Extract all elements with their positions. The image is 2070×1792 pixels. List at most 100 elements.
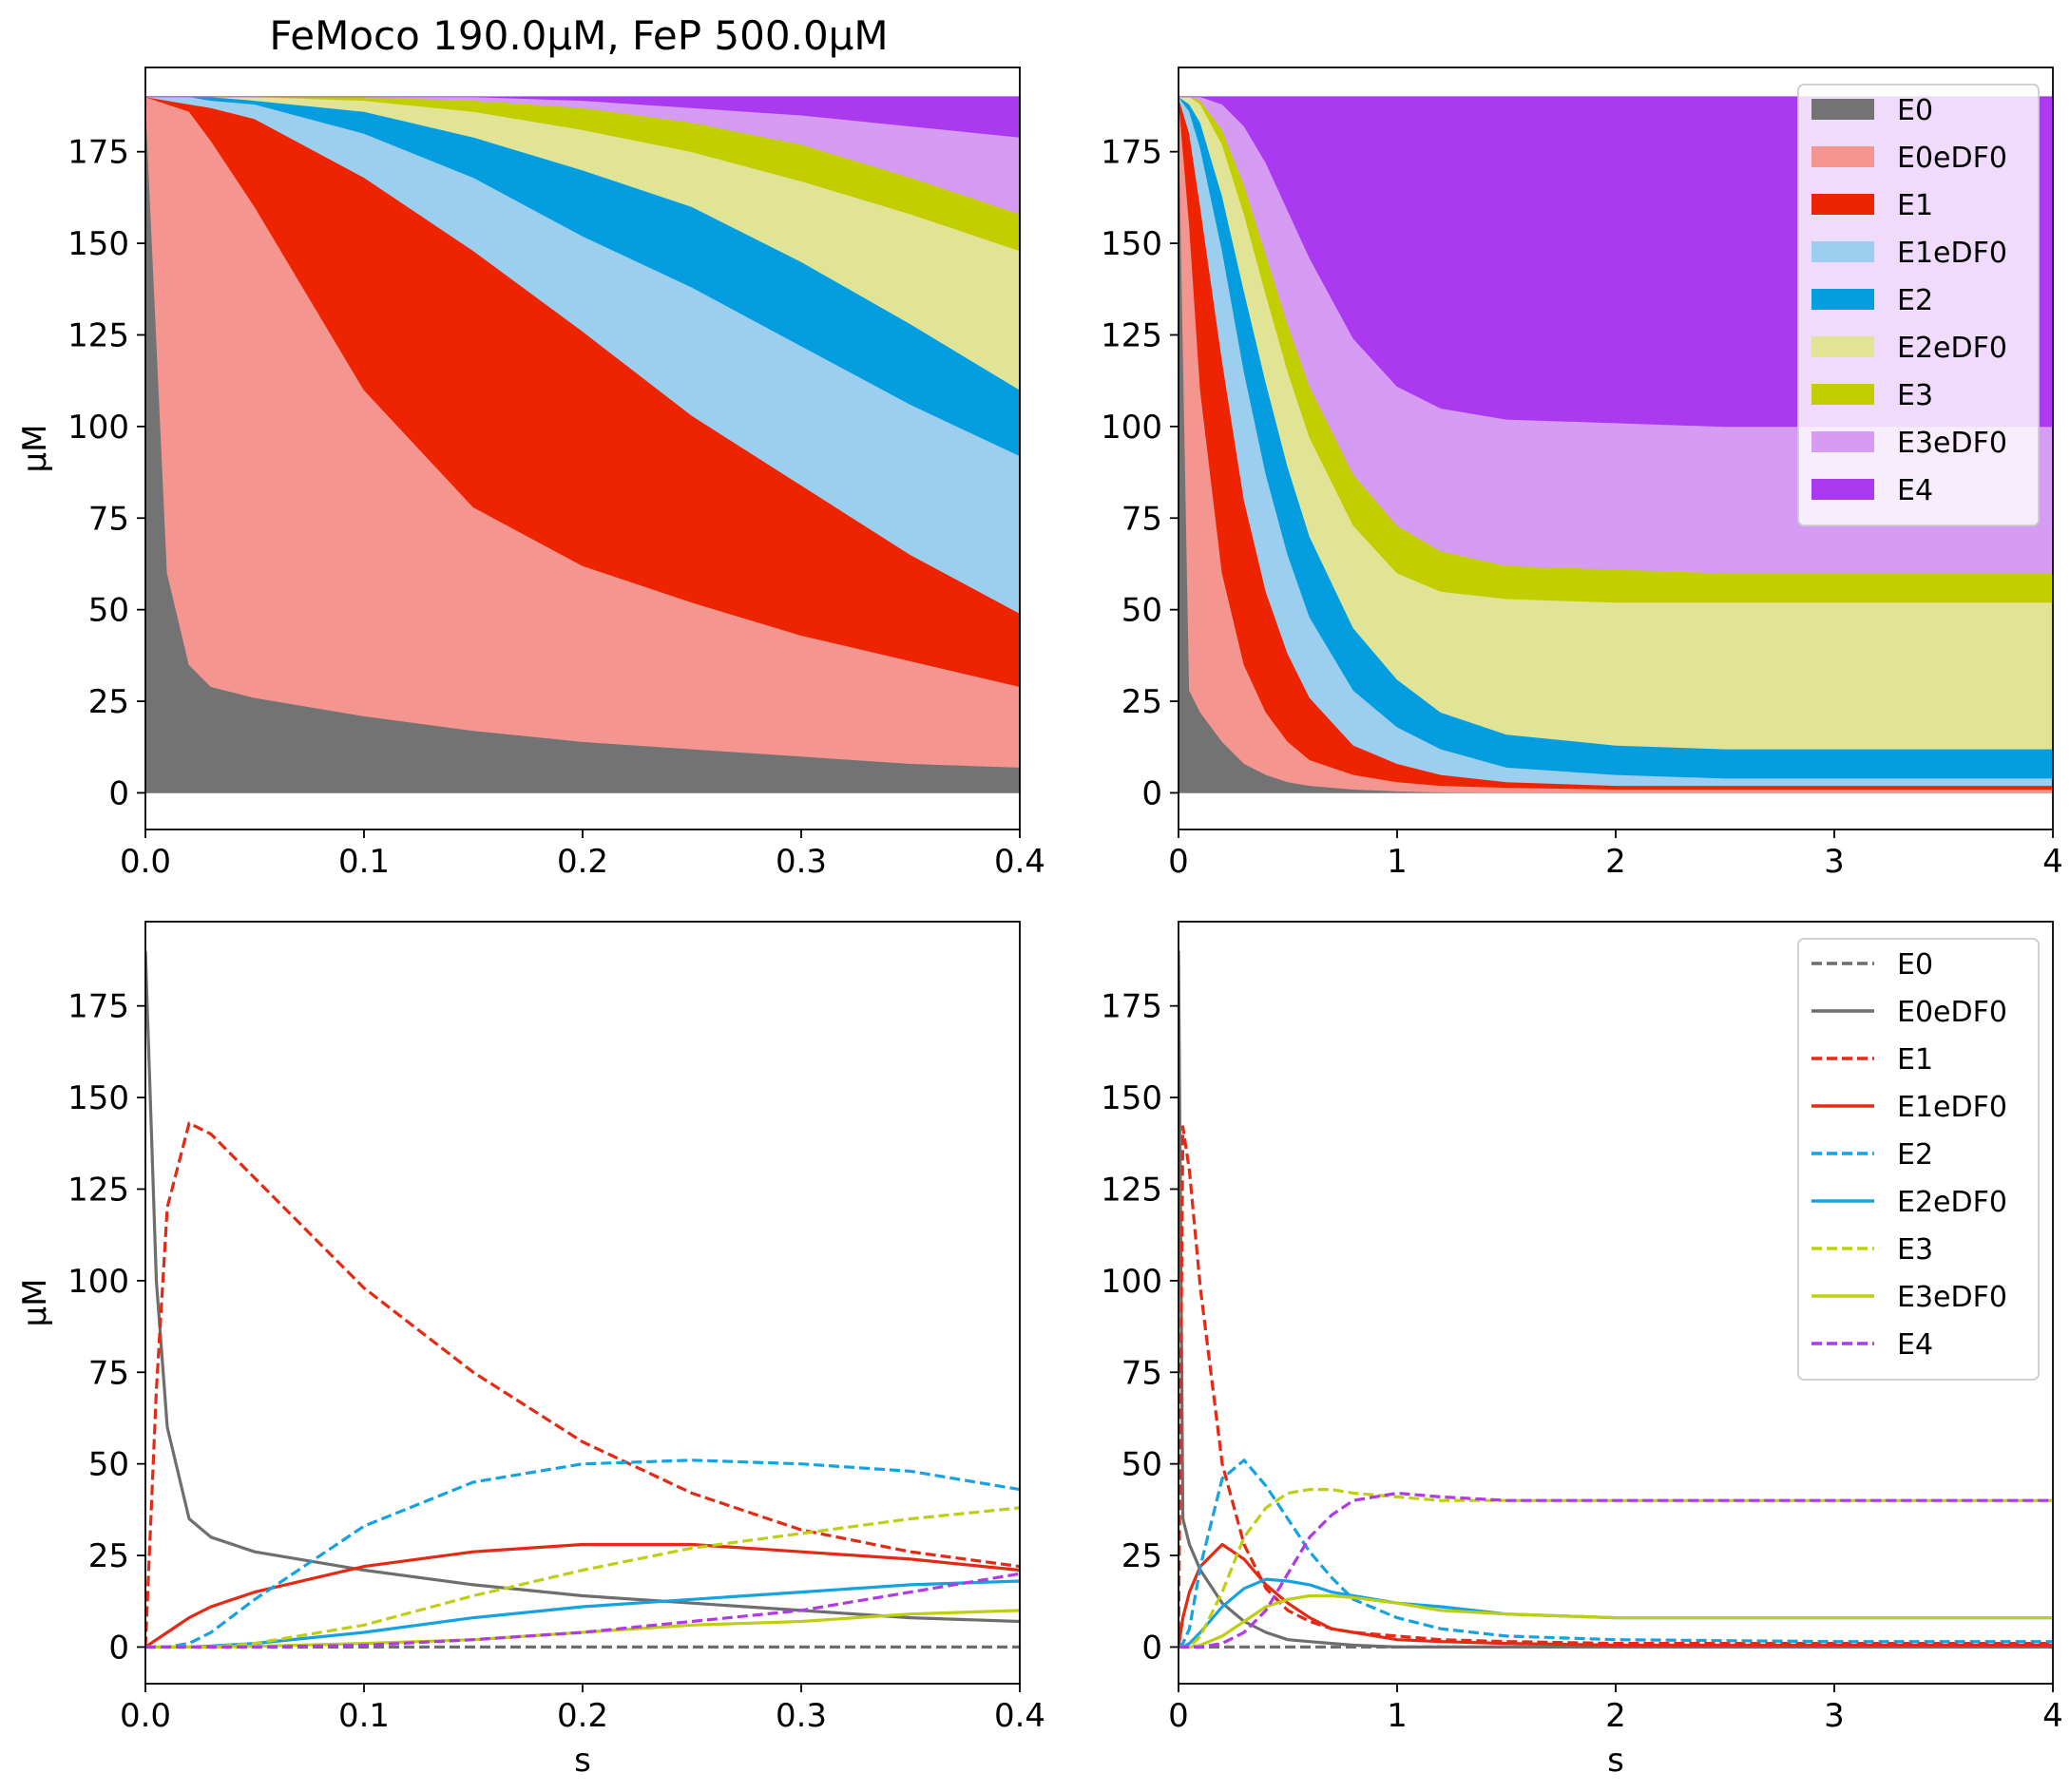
y-tick-label: 175 — [1101, 134, 1162, 172]
legend-label-E4: E4 — [1897, 1328, 1933, 1362]
line-E1 — [1179, 1125, 2053, 1648]
y-tick-label: 25 — [88, 1537, 129, 1575]
legend-label-E2: E2 — [1897, 284, 1933, 317]
y-tick-label: 175 — [67, 134, 129, 172]
plot-area — [145, 950, 1020, 1649]
legend-swatch-E0 — [1811, 99, 1874, 120]
x-tick-label: 0.0 — [120, 1697, 171, 1735]
line-E3 — [145, 1506, 1020, 1649]
legend-label-E2eDF0: E2eDF0 — [1897, 1186, 2007, 1219]
legend-swatch-E1eDF0 — [1811, 241, 1874, 262]
y-tick-label: 0 — [108, 1629, 129, 1667]
legend-swatch-E3eDF0 — [1811, 431, 1874, 452]
legend-swatch-E3 — [1811, 384, 1874, 405]
area-E4 — [145, 96, 1020, 138]
panel-bottom-left: 0.0 0.1 0.2 0.3 0.4 0 25 50 75 100 125 150 175 μM s — [16, 921, 1045, 1780]
y-tick-label: 25 — [88, 683, 129, 721]
x-tick-label: 2 — [1605, 1697, 1626, 1735]
y-tick-label: 150 — [67, 1079, 129, 1117]
line-E1eDF0 — [145, 1542, 1020, 1649]
line-E3eDF0 — [1179, 1593, 2053, 1649]
legend-swatch-E2 — [1811, 289, 1874, 310]
x-tick-label: 4 — [2042, 843, 2063, 881]
y-tick-label: 150 — [67, 225, 129, 263]
figure-title: FeMoco 190.0μM, FeP 500.0μM — [269, 12, 888, 59]
plot-area — [1179, 950, 2053, 1649]
legend-label-E2: E2 — [1897, 1138, 1933, 1172]
x-tick-label: 0.1 — [338, 843, 390, 881]
x-tick-label: 0.2 — [557, 843, 608, 881]
y-tick-label: 0 — [1141, 774, 1162, 812]
line-E2 — [145, 1458, 1020, 1649]
x-tick-label: 1 — [1387, 843, 1408, 881]
y-tick-label: 75 — [1121, 1354, 1162, 1392]
y-tick-label: 50 — [88, 1446, 129, 1484]
y-axis-label: μM — [16, 425, 54, 473]
x-tick-label: 0 — [1168, 1697, 1189, 1735]
line-E4 — [145, 1572, 1020, 1649]
legend-label-E2eDF0: E2eDF0 — [1897, 332, 2007, 365]
legend-label-E1eDF0: E1eDF0 — [1897, 1091, 2007, 1124]
y-tick-label: 150 — [1101, 1079, 1162, 1117]
legend-box — [1797, 938, 2040, 1381]
y-tick-label: 125 — [67, 1171, 129, 1209]
y-tick-label: 50 — [88, 592, 129, 630]
line-E0eDF0 — [145, 950, 1020, 1624]
y-tick-label: 100 — [67, 409, 129, 447]
y-tick-label: 150 — [1101, 225, 1162, 263]
legend-label-E4: E4 — [1897, 474, 1933, 507]
x-tick-label: 0.3 — [776, 843, 827, 881]
y-tick-label: 75 — [88, 1354, 129, 1392]
x-tick-label: 0.4 — [994, 1697, 1045, 1735]
y-tick-label: 100 — [1101, 409, 1162, 447]
y-tick-label: 75 — [88, 500, 129, 538]
x-tick-label: 3 — [1824, 843, 1845, 881]
y-tick-label: 25 — [1121, 683, 1162, 721]
y-tick-label: 125 — [1101, 1171, 1162, 1209]
x-tick-label: 0.4 — [994, 843, 1045, 881]
line-E0eDF0 — [1179, 950, 2053, 1649]
y-tick-label: 125 — [1101, 316, 1162, 354]
x-axis-label: s — [1607, 1742, 1624, 1780]
x-tick-label: 0.0 — [120, 843, 171, 881]
x-tick-label: 1 — [1387, 1697, 1408, 1735]
legend-label-E0eDF0: E0eDF0 — [1897, 996, 2007, 1029]
y-tick-label: 100 — [67, 1263, 129, 1301]
y-tick-label: 50 — [1121, 592, 1162, 630]
x-tick-label: 0.1 — [338, 1697, 390, 1735]
y-tick-label: 175 — [67, 988, 129, 1026]
x-axis-label: s — [574, 1742, 591, 1780]
line-E4 — [1179, 1491, 2053, 1649]
line-E3 — [1179, 1488, 2053, 1649]
x-tick-label: 0 — [1168, 843, 1189, 881]
legend-swatch-E0eDF0 — [1811, 146, 1874, 167]
line-E1 — [145, 1121, 1020, 1648]
legend-swatch-E1 — [1811, 194, 1874, 215]
y-tick-label: 100 — [1101, 1263, 1162, 1301]
x-tick-label: 2 — [1605, 843, 1626, 881]
panel-bottom-right: 0 1 2 3 4 0 25 50 75 100 125 150 175 s E0 E0eDF0 E1 E1eDF… — [1101, 921, 2063, 1780]
y-axis-label: μM — [16, 1279, 54, 1327]
line-E2eDF0 — [1179, 1577, 2053, 1649]
x-tick-label: 4 — [2042, 1697, 2063, 1735]
legend-swatch-E2eDF0 — [1811, 336, 1874, 357]
legend-label-E3: E3 — [1897, 379, 1933, 412]
y-tick-label: 0 — [108, 774, 129, 812]
y-tick-label: 75 — [1121, 500, 1162, 538]
legend-label-E3eDF0: E3eDF0 — [1897, 427, 2007, 460]
y-tick-label: 125 — [67, 316, 129, 354]
line-E2 — [1179, 1458, 2053, 1649]
legend-label-E1: E1 — [1897, 189, 1933, 222]
x-tick-label: 0.2 — [557, 1697, 608, 1735]
y-tick-label: 175 — [1101, 988, 1162, 1026]
legend-label-E1eDF0: E1eDF0 — [1897, 237, 2007, 270]
x-tick-label: 3 — [1824, 1697, 1845, 1735]
y-tick-label: 25 — [1121, 1537, 1162, 1575]
legend-label-E0: E0 — [1897, 94, 1933, 127]
y-tick-label: 50 — [1121, 1446, 1162, 1484]
legend-label-E3: E3 — [1897, 1233, 1933, 1267]
y-tick-label: 0 — [1141, 1629, 1162, 1667]
legend-label-E1: E1 — [1897, 1043, 1933, 1077]
